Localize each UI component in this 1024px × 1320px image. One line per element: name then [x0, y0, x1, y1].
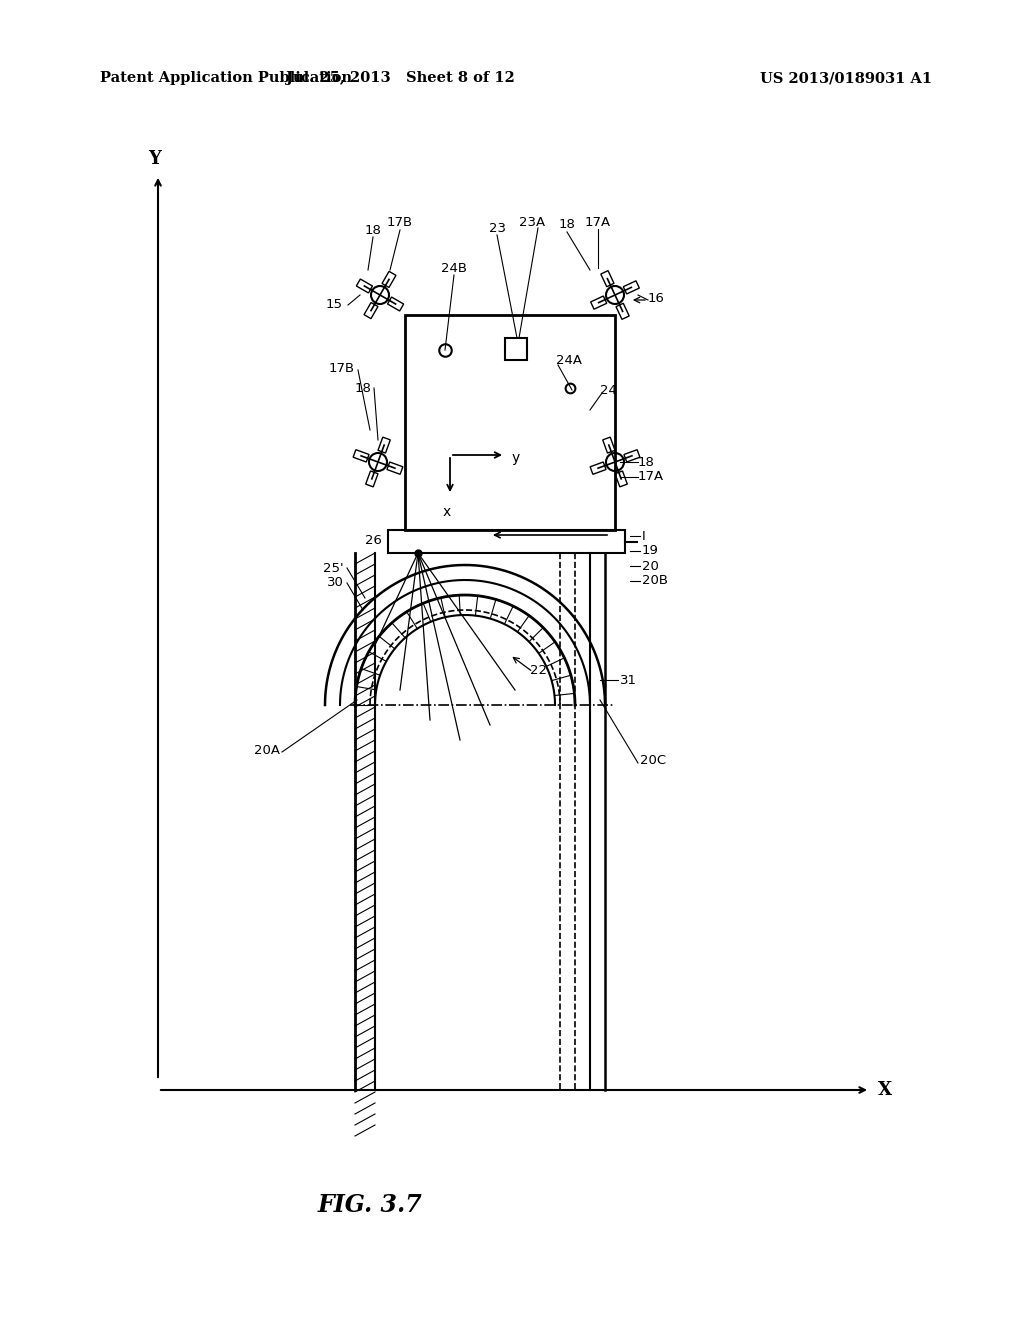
Text: 26: 26	[366, 533, 382, 546]
Text: x: x	[442, 506, 452, 519]
Text: 20: 20	[642, 560, 658, 573]
Text: 15: 15	[326, 298, 343, 312]
Text: 19: 19	[642, 544, 658, 557]
Text: 23A: 23A	[519, 216, 545, 230]
Text: 18: 18	[638, 455, 655, 469]
Text: 18: 18	[365, 223, 381, 236]
Text: 17B: 17B	[387, 216, 413, 230]
Text: y: y	[512, 451, 520, 465]
Text: 25': 25'	[324, 561, 344, 574]
Bar	[505, 338, 527, 360]
Text: 23: 23	[488, 222, 506, 235]
Text: 24B: 24B	[441, 261, 467, 275]
Text: 31: 31	[620, 673, 637, 686]
Text: US 2013/0189031 A1: US 2013/0189031 A1	[760, 71, 932, 84]
Text: 20B: 20B	[642, 574, 668, 587]
Text: 24: 24	[600, 384, 616, 396]
Text: 20C: 20C	[640, 754, 667, 767]
Text: I: I	[642, 529, 646, 543]
Text: 18: 18	[558, 219, 575, 231]
Text: 20A: 20A	[254, 743, 280, 756]
Text: Jul. 25, 2013   Sheet 8 of 12: Jul. 25, 2013 Sheet 8 of 12	[286, 71, 514, 84]
Text: 22: 22	[530, 664, 547, 676]
Text: 17A: 17A	[585, 215, 611, 228]
Text: 18: 18	[354, 381, 371, 395]
Text: 24A: 24A	[556, 354, 582, 367]
Text: Patent Application Publication: Patent Application Publication	[100, 71, 352, 84]
Text: Y: Y	[148, 150, 162, 168]
Text: 30: 30	[327, 577, 344, 590]
Text: X: X	[878, 1081, 892, 1100]
Text: 17B: 17B	[329, 362, 355, 375]
Bar	[388, 531, 625, 553]
Bar	[406, 315, 615, 531]
Text: 16: 16	[648, 292, 665, 305]
Text: 17A: 17A	[638, 470, 665, 483]
Text: FIG. 3.7: FIG. 3.7	[317, 1193, 422, 1217]
